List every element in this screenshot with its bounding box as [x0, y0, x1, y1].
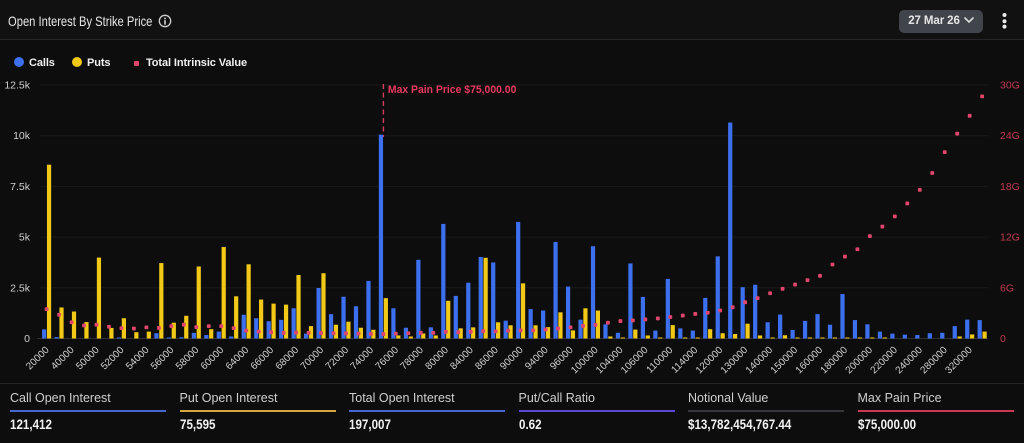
svg-text:94000: 94000: [523, 345, 551, 373]
svg-text:0: 0: [24, 333, 30, 345]
svg-text:40000: 40000: [49, 345, 77, 373]
svg-text:106000: 106000: [619, 345, 651, 377]
svg-text:12G: 12G: [1000, 232, 1020, 244]
svg-text:54000: 54000: [124, 345, 152, 373]
svg-text:320000: 320000: [943, 345, 975, 377]
svg-text:72000: 72000: [324, 345, 352, 373]
svg-text:2.5k: 2.5k: [10, 282, 31, 294]
svg-text:50000: 50000: [74, 345, 102, 373]
svg-text:18G: 18G: [1000, 181, 1020, 193]
svg-text:68000: 68000: [274, 345, 302, 373]
svg-text:20000: 20000: [24, 345, 52, 373]
svg-text:52000: 52000: [99, 345, 127, 373]
svg-text:70000: 70000: [299, 345, 327, 373]
svg-text:Max Pain Price $75,000.00: Max Pain Price $75,000.00: [388, 84, 517, 96]
svg-text:78000: 78000: [398, 345, 426, 373]
svg-text:74000: 74000: [349, 345, 377, 373]
svg-text:56000: 56000: [149, 345, 177, 373]
svg-text:12.5k: 12.5k: [4, 80, 30, 92]
svg-text:64000: 64000: [224, 345, 252, 373]
svg-text:60000: 60000: [199, 345, 227, 373]
svg-text:110000: 110000: [645, 345, 676, 376]
svg-text:86000: 86000: [473, 345, 501, 373]
svg-text:66000: 66000: [249, 345, 277, 373]
svg-text:6G: 6G: [1000, 282, 1014, 294]
svg-text:30G: 30G: [1000, 80, 1020, 92]
svg-text:24G: 24G: [1000, 130, 1020, 142]
svg-text:0: 0: [1000, 333, 1006, 345]
svg-text:7.5k: 7.5k: [10, 181, 31, 193]
svg-text:76000: 76000: [374, 345, 402, 373]
svg-text:90000: 90000: [498, 345, 526, 373]
svg-text:5k: 5k: [19, 232, 31, 244]
svg-text:84000: 84000: [448, 345, 476, 373]
svg-text:10k: 10k: [13, 130, 31, 142]
svg-text:58000: 58000: [174, 345, 202, 373]
svg-text:80000: 80000: [423, 345, 451, 373]
